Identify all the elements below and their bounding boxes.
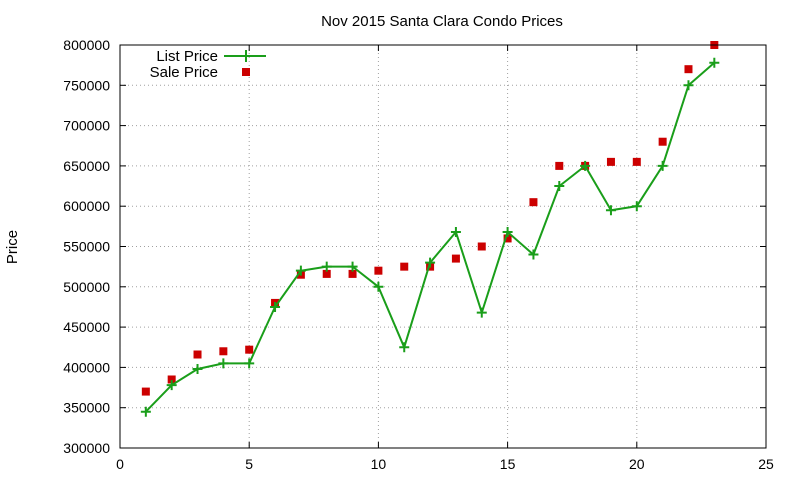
list-price-point bbox=[373, 281, 384, 292]
sale-price-point bbox=[322, 269, 331, 278]
list-price-point bbox=[657, 160, 668, 171]
list-price-point bbox=[425, 257, 436, 268]
x-tick-label: 20 bbox=[629, 456, 645, 472]
legend-label-sale-price: Sale Price bbox=[150, 64, 218, 81]
list-price-line bbox=[145, 61, 715, 413]
y-tick-label: 800000 bbox=[63, 37, 110, 53]
axis-ticks: 0 5 10 15 20 25 300000 350000 400000 450000 500000… bbox=[63, 37, 774, 472]
list-price-point bbox=[528, 249, 539, 260]
sale-price-point bbox=[684, 65, 693, 74]
sale-price-point bbox=[477, 242, 486, 251]
list-price-point bbox=[270, 301, 281, 312]
y-tick-label: 400000 bbox=[63, 359, 110, 375]
y-tick-label: 700000 bbox=[63, 118, 110, 134]
sale-price-point bbox=[451, 254, 460, 263]
y-tick-label: 750000 bbox=[63, 77, 110, 93]
sale-price-point bbox=[193, 350, 202, 359]
list-price-point bbox=[709, 57, 720, 68]
list-price-point bbox=[580, 160, 591, 171]
sale-price-point bbox=[606, 157, 615, 166]
sale-price-point bbox=[400, 262, 409, 271]
y-tick-label: 300000 bbox=[63, 440, 110, 456]
legend: List Price Sale Price bbox=[150, 48, 266, 81]
legend-marker-sale-price bbox=[242, 68, 250, 76]
y-tick-label: 350000 bbox=[63, 400, 110, 416]
list-price-point bbox=[192, 364, 203, 375]
y-tick-label: 650000 bbox=[63, 158, 110, 174]
sale-price-point bbox=[374, 266, 383, 275]
list-price-point bbox=[166, 380, 177, 391]
sale-price-point bbox=[503, 234, 512, 243]
sale-price-point bbox=[219, 347, 228, 356]
x-tick-label: 15 bbox=[500, 456, 516, 472]
list-price-point bbox=[631, 201, 642, 212]
list-price-point bbox=[140, 406, 151, 417]
sale-price-point bbox=[555, 161, 564, 170]
list-price-point bbox=[605, 205, 616, 216]
chart-title: Nov 2015 Santa Clara Condo Prices bbox=[321, 13, 563, 30]
legend-marker-list-price bbox=[240, 50, 252, 62]
sale-price-point bbox=[529, 198, 538, 207]
list-price-point bbox=[244, 358, 255, 369]
list-price-point bbox=[476, 307, 487, 318]
y-axis-label: Price bbox=[4, 230, 21, 264]
y-tick-label: 550000 bbox=[63, 239, 110, 255]
sale-price-point bbox=[141, 387, 150, 396]
sale-price-point bbox=[632, 157, 641, 166]
list-price-point bbox=[683, 80, 694, 91]
list-price-point bbox=[502, 226, 513, 237]
x-tick-label: 10 bbox=[371, 456, 387, 472]
list-price-point bbox=[554, 181, 565, 192]
list-price-point bbox=[295, 265, 306, 276]
series-layer bbox=[140, 41, 720, 417]
y-tick-label: 500000 bbox=[63, 279, 110, 295]
list-price-point bbox=[218, 358, 229, 369]
legend-label-list-price: List Price bbox=[156, 48, 218, 65]
x-tick-label: 0 bbox=[116, 456, 124, 472]
sale-price-point bbox=[245, 345, 254, 354]
sale-price-point bbox=[658, 137, 667, 146]
x-tick-label: 25 bbox=[758, 456, 774, 472]
sale-price-point bbox=[348, 269, 357, 278]
sale-price-point bbox=[167, 375, 176, 384]
y-tick-label: 600000 bbox=[63, 198, 110, 214]
list-price-point bbox=[399, 342, 410, 353]
list-price-point bbox=[450, 226, 461, 237]
list-price-point bbox=[347, 261, 358, 272]
x-tick-label: 5 bbox=[245, 456, 253, 472]
list-price-point bbox=[321, 261, 332, 272]
y-tick-label: 450000 bbox=[63, 319, 110, 335]
